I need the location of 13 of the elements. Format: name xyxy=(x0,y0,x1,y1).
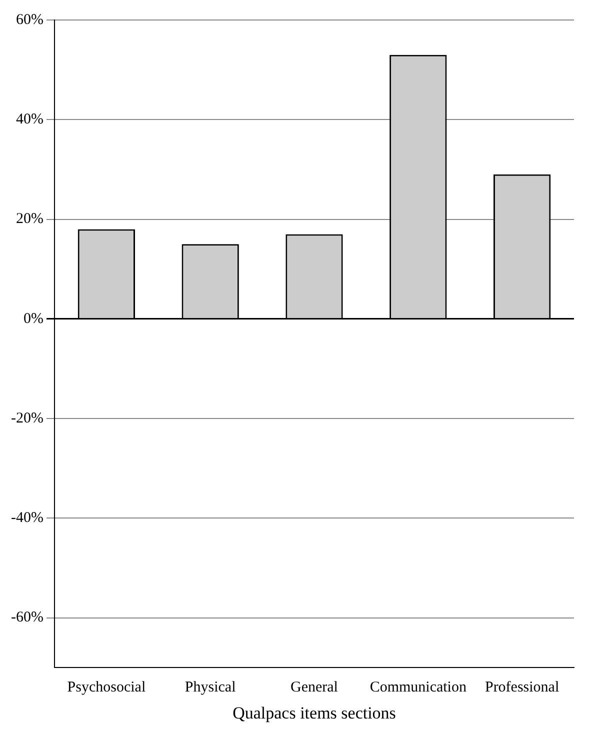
y-tick-label: -60% xyxy=(10,610,44,626)
x-tick-label: Psychosocial xyxy=(67,680,146,696)
x-tick-label: General xyxy=(290,680,338,696)
x-tick-label: Communication xyxy=(370,680,467,696)
y-tick-label: 40% xyxy=(16,112,44,128)
x-axis-title: Qualpacs items sections xyxy=(232,703,396,722)
x-tick-label: Physical xyxy=(184,680,236,696)
y-tick-label: -20% xyxy=(10,410,44,426)
y-tick-label: 20% xyxy=(16,211,44,228)
x-tick-label: Professional xyxy=(484,680,560,696)
y-tick-label: -40% xyxy=(10,510,44,526)
y-tick-label: 60% xyxy=(16,12,44,28)
y-tick-label: 0% xyxy=(23,310,44,327)
